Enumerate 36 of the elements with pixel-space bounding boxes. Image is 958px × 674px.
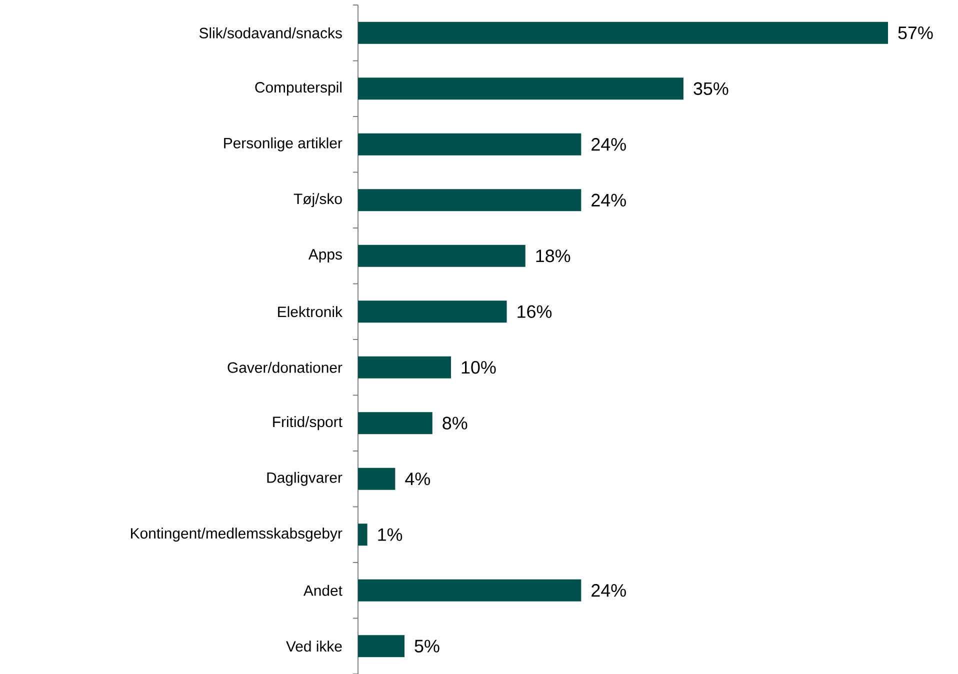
bar [358,133,582,156]
bar [358,78,684,100]
bar [358,635,404,658]
bar [358,244,526,267]
data-label: 8% [442,416,468,430]
y-tick-label: Ved ikke [286,640,342,652]
y-tick-label: Gaver/donationer [228,362,342,373]
y-tick-label: Tøj/sko [294,193,342,208]
data-label: 4% [405,472,430,486]
data-label: 1% [378,528,402,541]
data-label: 10% [462,361,496,374]
y-tick-label: Elektronik [278,306,342,318]
data-label: 16% [518,305,552,318]
data-label: 5% [414,640,440,652]
data-label: 57% [898,26,933,40]
y-tick-label: Fritid/sport [273,416,342,430]
data-label: 18% [536,250,570,262]
bar [358,579,582,602]
data-label: 24% [592,194,626,206]
bar [358,189,582,212]
y-tick-label: Slik/sodavand/snacks [199,27,342,38]
bar [358,300,507,323]
y-tick-label: Computerspil [255,82,342,96]
data-label: 35% [694,82,728,95]
bar [358,356,451,378]
bar [358,412,432,434]
bar [358,524,368,546]
y-tick-label: Dagligvarer [267,472,342,486]
y-tick-label: Kontingent/medlemsskabsgebyr [131,528,342,542]
y-tick-label: Personlige artikler [224,137,342,152]
y-tick-label: Andet [303,584,342,596]
bar [358,22,888,44]
y-tick-label: Apps [308,249,342,263]
bar [358,468,396,490]
data-label: 24% [592,138,626,151]
data-label: 24% [592,584,626,597]
